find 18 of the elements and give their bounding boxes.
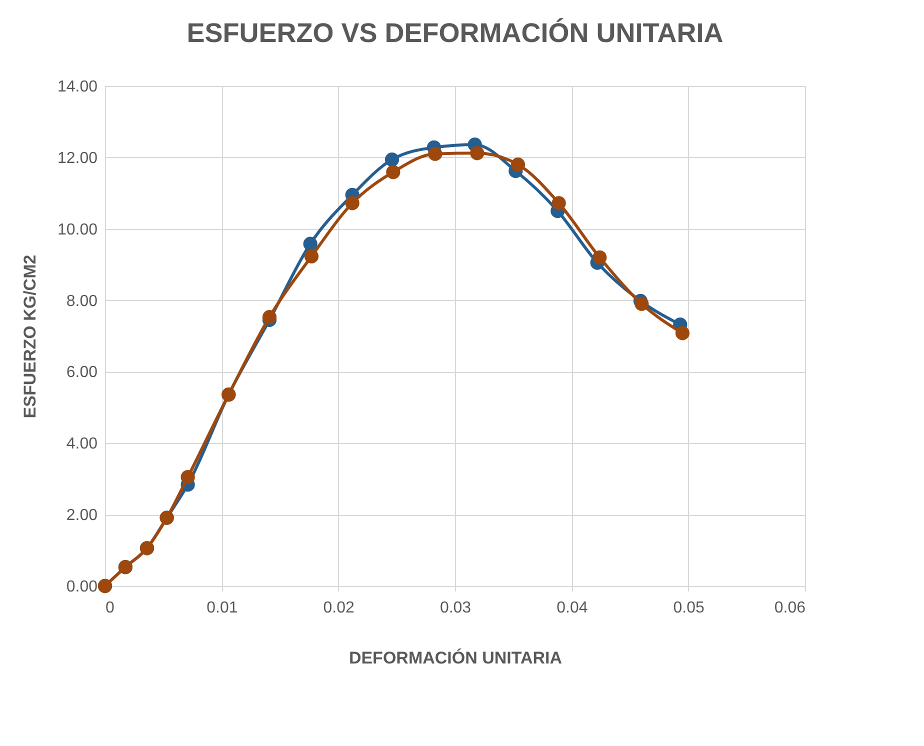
y-tick-label: 4.00 [66,436,98,453]
y-tick-label: 6.00 [66,364,98,382]
y-axis-title: ESFUERZO KG/CM2 [20,254,40,418]
x-tick-label: 0.06 [774,600,806,616]
x-tick-label: 0.04 [556,600,588,616]
y-tick-label: 0.00 [66,578,98,596]
y-tick-label: 12.00 [57,150,98,167]
x-tick-label: 0.01 [206,600,238,616]
y-tick-label: 8.00 [66,292,98,310]
y-tick-label: 10.00 [57,221,98,238]
chart-title: ESFUERZO VS DEFORMACIÓN UNITARIA [186,18,724,48]
y-tick-label: 14.00 [57,78,98,96]
x-axis-title: DEFORMACIÓN UNITARIA [348,648,562,668]
y-tick-label: 2.00 [66,507,98,524]
x-tick-label: 0 [106,600,114,616]
x-tick-label: 0.03 [440,600,472,616]
x-tick-label: 0.02 [323,600,355,616]
x-tick-label: 0.05 [673,600,705,616]
